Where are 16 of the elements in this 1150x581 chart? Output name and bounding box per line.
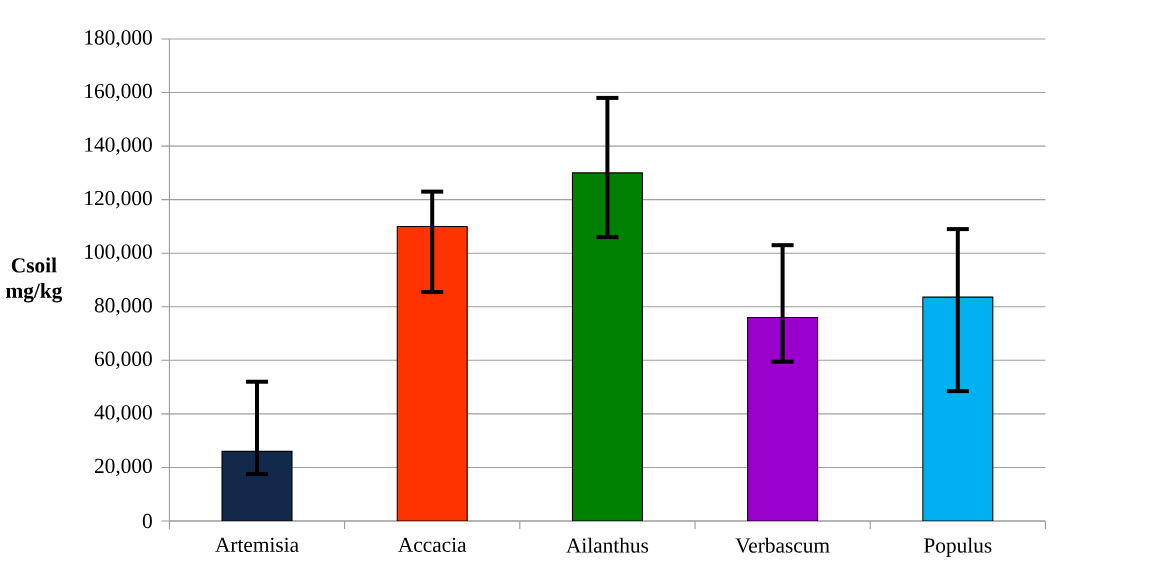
y-tick-label: 40,000 xyxy=(94,405,152,423)
x-tick-label: Artemisia xyxy=(215,537,299,553)
x-tick-label: Accacia xyxy=(398,537,467,553)
y-axis-title: Csoil mg/kg xyxy=(6,257,63,303)
y-tick-label: 80,000 xyxy=(94,298,152,316)
y-tick-label: 180,000 xyxy=(85,30,152,48)
y-tick-label: 60,000 xyxy=(94,351,152,370)
y-tick-label: 120,000 xyxy=(85,190,152,209)
y-tick-label: 100,000 xyxy=(85,244,152,262)
y-tick-label: 140,000 xyxy=(85,137,152,155)
x-tick-label: Verbascum xyxy=(735,537,830,553)
y-tick-label: 20,000 xyxy=(94,458,152,477)
y-tick-label: 160,000 xyxy=(85,83,152,102)
y-tick-label: 0 xyxy=(142,513,152,529)
x-tick-label: Ailanthus xyxy=(566,537,649,553)
x-tick-label: Populus xyxy=(924,537,992,558)
